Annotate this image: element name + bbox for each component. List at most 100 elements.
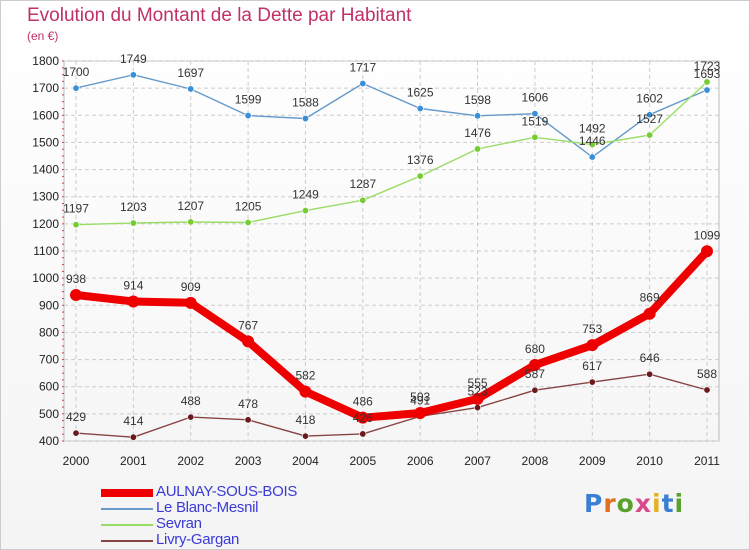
data-label-livry-gargan-2009: 617	[582, 359, 602, 373]
y-tick-label-400: 400	[39, 434, 59, 448]
y-tick-label-1700: 1700	[32, 81, 59, 95]
point-le-blanc-mesnil-2008	[531, 110, 539, 118]
y-axis: 400 500 600 700 800 900 1000 1100 1200 1300 1400 15…	[32, 54, 64, 448]
series-line-livry-gargan	[75, 373, 708, 438]
point-livry-gargan-2009	[588, 378, 596, 386]
logo-letter: i	[674, 489, 685, 518]
point-livry-gargan-2008	[531, 386, 539, 394]
point-le-blanc-mesnil-2011	[703, 86, 711, 94]
x-tick-label-2003: 2003	[235, 454, 262, 468]
point-sevran-2009	[588, 141, 596, 149]
point-aulnay-sous-bois-2000	[70, 288, 82, 301]
data-label-le-blanc-mesnil-2009: 1446	[579, 134, 606, 148]
point-aulnay-sous-bois-2011	[701, 245, 713, 258]
data-label-sevran-2004: 1249	[292, 188, 319, 202]
point-aulnay-sous-bois-2003	[242, 335, 255, 348]
data-label-aulnay-sous-bois-2009: 753	[582, 322, 602, 336]
y-tick-label-700: 700	[39, 353, 59, 367]
data-label-sevran-2010: 1527	[636, 112, 663, 126]
point-sevran-2001	[129, 219, 137, 227]
data-label-sevran-2006: 1376	[407, 153, 434, 167]
point-sevran-2007	[474, 145, 482, 153]
legend-label-le-blanc-mesnil: Le Blanc-Mesnil	[156, 499, 259, 516]
y-tick-label-1800: 1800	[32, 54, 59, 68]
data-label-aulnay-sous-bois-2011: 1099	[694, 228, 721, 242]
data-label-aulnay-sous-bois-2001: 914	[123, 278, 143, 292]
data-label-livry-gargan-2008: 587	[525, 367, 545, 381]
data-label-le-blanc-mesnil-2008: 1606	[522, 91, 549, 105]
data-label-le-blanc-mesnil-2003: 1599	[235, 93, 262, 107]
data-label-sevran-2000: 1197	[63, 202, 89, 216]
data-label-aulnay-sous-bois-2007: 555	[468, 376, 488, 390]
x-tick-label-2011: 2011	[694, 454, 720, 468]
data-label-le-blanc-mesnil-2004: 1588	[292, 96, 319, 110]
legend-label-livry-gargan: Livry-Gargan	[156, 531, 240, 548]
point-livry-gargan-2004	[301, 432, 309, 440]
x-tick-label-2008: 2008	[522, 454, 549, 468]
chart-unit-label: (en €)	[27, 29, 59, 43]
point-livry-gargan-2001	[129, 433, 137, 441]
point-le-blanc-mesnil-2006	[416, 105, 424, 113]
point-aulnay-sous-bois-2007	[471, 392, 484, 405]
point-aulnay-sous-bois-2006	[414, 407, 427, 420]
x-tick-label-2006: 2006	[407, 454, 434, 468]
y-tick-label-600: 600	[39, 380, 59, 394]
point-le-blanc-mesnil-2007	[474, 112, 482, 120]
data-label-livry-gargan-2003: 478	[238, 397, 258, 411]
data-label-sevran-2007: 1476	[464, 126, 491, 140]
data-label-livry-gargan-2000: 429	[66, 410, 86, 424]
point-aulnay-sous-bois-2002	[184, 296, 197, 309]
y-tick-label-1500: 1500	[32, 135, 59, 149]
data-label-aulnay-sous-bois-2005: 486	[353, 395, 373, 409]
legend-swatch-aulnay-sous-bois	[101, 489, 153, 497]
point-le-blanc-mesnil-2001	[129, 71, 137, 79]
x-tick-label-2007: 2007	[464, 454, 491, 468]
y-tick-label-1100: 1100	[33, 244, 59, 258]
y-tick-label-1000: 1000	[32, 271, 59, 285]
data-label-le-blanc-mesnil-2007: 1598	[464, 93, 491, 107]
x-tick-label-2001: 2001	[120, 454, 147, 468]
point-sevran-2005	[359, 196, 367, 204]
logo-letter: r	[603, 489, 617, 518]
point-le-blanc-mesnil-2010	[646, 111, 654, 119]
data-label-aulnay-sous-bois-2004: 582	[295, 369, 315, 383]
data-label-livry-gargan-2005: 426	[353, 411, 373, 425]
x-axis: 2000 2001 2002 2003 2004 2005 2006 2007 2008 2009…	[63, 454, 721, 468]
data-label-livry-gargan-2006: 491	[410, 393, 430, 407]
data-label-livry-gargan-2007: 523	[468, 385, 488, 399]
data-label-aulnay-sous-bois-2008: 680	[525, 342, 545, 356]
legend-label-sevran: Sevran	[156, 515, 202, 532]
series-line-le-blanc-mesnil	[75, 74, 708, 158]
data-label-livry-gargan-2004: 418	[295, 413, 315, 427]
point-sevran-2002	[187, 218, 195, 226]
point-sevran-2004	[301, 207, 309, 215]
data-label-le-blanc-mesnil-2006: 1625	[407, 86, 434, 100]
y-tick-label-1200: 1200	[32, 217, 59, 231]
data-label-le-blanc-mesnil-2010: 1602	[636, 92, 663, 106]
data-label-livry-gargan-2002: 488	[181, 394, 201, 408]
point-aulnay-sous-bois-2010	[643, 307, 656, 320]
point-livry-gargan-2000	[72, 429, 80, 437]
point-le-blanc-mesnil-2005	[359, 80, 367, 88]
point-le-blanc-mesnil-2004	[301, 115, 309, 123]
series-lines	[70, 71, 713, 441]
logo-letter: t	[661, 489, 675, 518]
legend-swatch-le-blanc-mesnil	[101, 508, 153, 510]
data-label-sevran-2001: 1203	[120, 200, 147, 214]
data-label-le-blanc-mesnil-2005: 1717	[349, 61, 376, 75]
point-livry-gargan-2010	[646, 370, 654, 378]
x-tick-label-2004: 2004	[292, 454, 319, 468]
x-tick-label-2000: 2000	[63, 454, 90, 468]
point-livry-gargan-2003	[244, 416, 252, 424]
y-tick-label-800: 800	[39, 325, 59, 339]
point-aulnay-sous-bois-2004	[299, 385, 312, 398]
data-label-sevran-2011: 1723	[694, 59, 721, 73]
data-label-livry-gargan-2001: 414	[123, 414, 143, 428]
point-le-blanc-mesnil-2000	[72, 84, 80, 92]
data-label-aulnay-sous-bois-2006: 503	[410, 390, 430, 404]
data-label-livry-gargan-2011: 588	[697, 367, 717, 381]
data-label-le-blanc-mesnil-2011: 1693	[694, 67, 721, 81]
legend-swatch-livry-gargan	[101, 540, 153, 542]
